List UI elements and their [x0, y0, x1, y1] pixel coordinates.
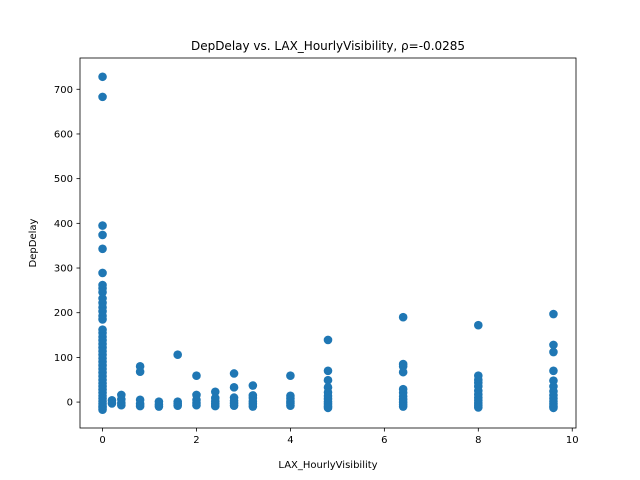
data-point-89: [323, 375, 333, 385]
data-point-124: [549, 366, 558, 376]
data-point-133: [549, 403, 558, 413]
data-point-120: [474, 403, 483, 412]
data-point-121: [549, 309, 558, 319]
data-point-55: [173, 350, 182, 360]
data-point-64: [210, 387, 220, 397]
data-point-58: [173, 401, 182, 410]
data-point-0: [98, 72, 107, 82]
y-axis-label: DepDelay: [28, 218, 39, 267]
data-point-2: [98, 221, 107, 230]
data-point-97: [323, 403, 333, 413]
data-point-8: [98, 287, 107, 297]
data-point-46: [117, 400, 126, 410]
x-tick-label: 0: [99, 435, 105, 446]
data-point-1: [98, 92, 107, 102]
data-point-122: [549, 340, 558, 350]
data-point-48: [135, 367, 145, 377]
data-point-86: [286, 401, 295, 410]
axes-frame: [79, 57, 577, 429]
data-point-74: [229, 401, 239, 410]
data-point-87: [323, 335, 333, 345]
data-point-70: [229, 383, 239, 392]
data-point-14: [98, 315, 107, 324]
data-point-63: [192, 400, 201, 410]
data-point-75: [248, 381, 258, 390]
data-point-42: [107, 399, 117, 408]
data-point-69: [229, 369, 239, 378]
data-points: [98, 72, 558, 414]
y-tick-label: 500: [54, 174, 73, 185]
x-tick-label: 6: [381, 435, 387, 446]
data-point-80: [248, 402, 258, 411]
y-tick-label: 100: [54, 353, 73, 364]
y-tick-label: 400: [54, 219, 73, 230]
data-point-108: [398, 402, 408, 411]
x-tick-label: 4: [287, 435, 293, 446]
y-tick-label: 0: [67, 398, 73, 409]
x-tick-label: 2: [193, 435, 199, 446]
data-point-40: [98, 405, 107, 414]
y-tick-label: 200: [54, 308, 73, 319]
data-point-54: [154, 402, 164, 411]
x-axis-label: LAX_HourlyVisibility: [278, 460, 377, 471]
data-point-4: [98, 244, 107, 254]
y-tick-label: 300: [54, 264, 73, 275]
y-tick-label: 700: [54, 85, 73, 96]
data-point-88: [323, 366, 333, 376]
data-point-5: [98, 268, 107, 278]
y-tick-label: 600: [54, 129, 73, 140]
data-point-51: [135, 401, 145, 411]
data-point-123: [549, 347, 558, 357]
chart-title: DepDelay vs. LAX_HourlyVisibility, ρ=-0.…: [191, 39, 465, 53]
data-point-101: [398, 367, 408, 377]
data-point-3: [98, 230, 107, 240]
data-point-81: [286, 371, 295, 381]
data-point-98: [398, 312, 408, 322]
data-point-59: [192, 371, 201, 381]
x-tick-label: 10: [566, 435, 579, 446]
data-point-109: [474, 320, 483, 330]
x-tick-label: 8: [475, 435, 481, 446]
plot-area: [80, 58, 576, 428]
data-point-68: [210, 401, 220, 411]
